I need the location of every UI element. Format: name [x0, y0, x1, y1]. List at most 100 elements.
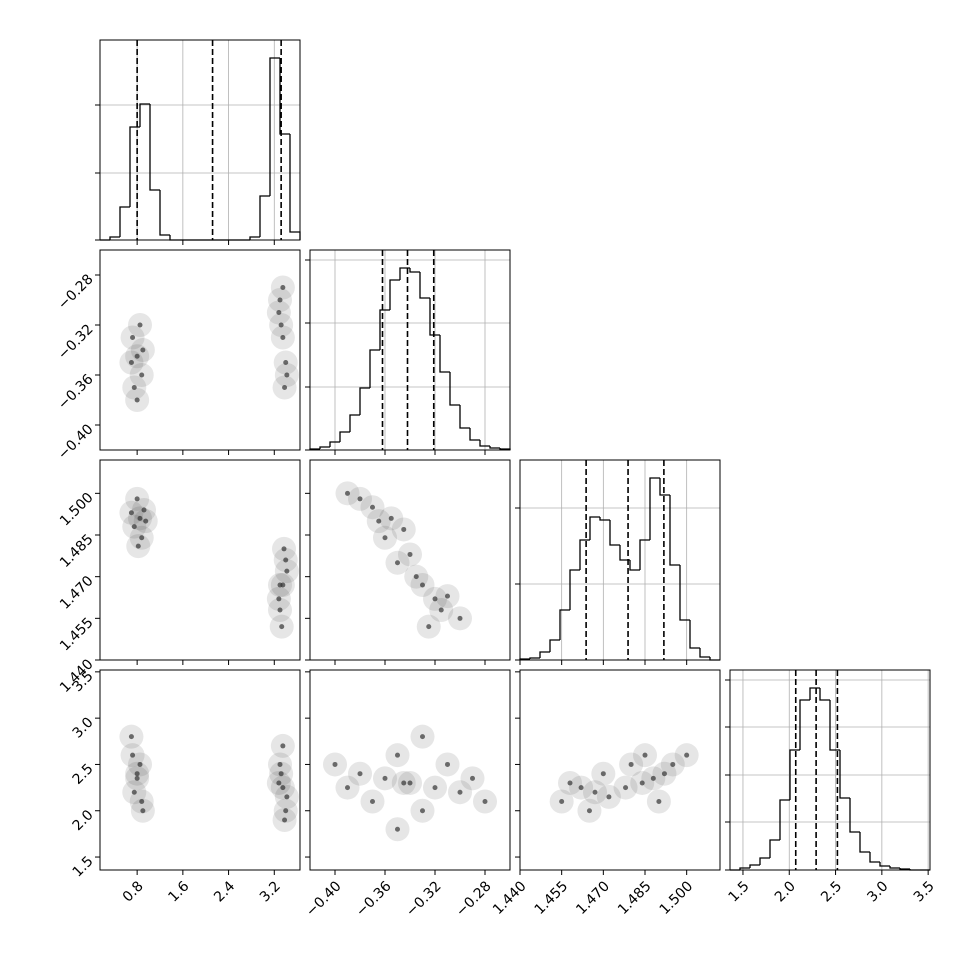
histogram-step [899, 868, 910, 870]
scatter-point [642, 752, 648, 758]
histogram-step [359, 387, 370, 415]
x-tick-label: 3.5 [911, 878, 938, 905]
scatter-point [445, 761, 450, 767]
scatter-point [135, 543, 141, 549]
y-tick-label: −0.32 [55, 321, 97, 363]
scatter-point [278, 322, 284, 328]
scatter-point [684, 752, 690, 758]
histogram-step [769, 839, 780, 858]
scatter-point [382, 535, 388, 541]
histogram-step [619, 545, 630, 561]
panel-background [100, 250, 300, 450]
scatter-point [131, 789, 137, 795]
histogram-step [869, 852, 880, 863]
scatter-point [438, 607, 444, 613]
scatter-point [370, 504, 375, 510]
scatter-point [413, 574, 419, 580]
x-tick-label: −0.36 [353, 878, 395, 920]
histogram-step [879, 862, 890, 867]
panel-frame [99, 39, 301, 241]
histogram-step [139, 103, 150, 127]
histogram-step [399, 267, 410, 280]
scatter-point [395, 752, 400, 758]
scatter-point [670, 761, 676, 767]
scatter-point [656, 798, 662, 804]
panel-frame [309, 249, 511, 451]
histogram-step [449, 372, 460, 406]
histogram-step [849, 798, 860, 833]
panel-background [310, 460, 510, 660]
histogram-step [569, 569, 580, 610]
histogram-step [789, 749, 800, 800]
histogram-step [629, 560, 640, 571]
scatter-point [278, 771, 284, 777]
histogram-step [749, 864, 760, 868]
panel-background [520, 670, 720, 870]
y-tick-label: −0.28 [55, 271, 97, 313]
histogram-step [489, 446, 500, 449]
panel-background [310, 670, 510, 870]
histogram-step [119, 206, 130, 237]
histogram-step [389, 279, 400, 310]
x-tick-label: 1.485 [615, 878, 655, 918]
histogram-step [249, 236, 260, 240]
scatter-point [628, 761, 634, 767]
scatter-point [432, 785, 438, 791]
scatter-point [426, 624, 432, 630]
scatter-point [639, 780, 645, 786]
histogram-step [259, 195, 270, 237]
x-tick-label: −0.32 [403, 878, 445, 920]
scatter-point [283, 808, 289, 814]
scatter-point [661, 771, 667, 777]
scatter-point [376, 518, 382, 524]
x-tick-label: 2.5 [818, 878, 845, 905]
panel-background [100, 460, 300, 660]
scatter-point [283, 557, 289, 563]
scatter-point [592, 789, 598, 795]
histogram-step [339, 431, 350, 442]
x-tick-label: 3.0 [864, 878, 891, 905]
x-tick-label: 2.4 [211, 878, 238, 905]
scatter-point [445, 593, 450, 599]
scatter-point [332, 761, 338, 767]
scatter-point [283, 360, 289, 365]
histogram-step [759, 857, 770, 865]
histogram-step [599, 517, 610, 521]
scatter-point [420, 734, 425, 740]
histogram-step [469, 428, 480, 441]
y-tick-label: −0.36 [55, 371, 97, 413]
scatter-point [432, 596, 438, 602]
panel-frame [519, 459, 721, 661]
scatter-point [139, 798, 145, 804]
histogram-step [159, 190, 170, 236]
scatter-point [139, 535, 145, 541]
scatter-point [382, 775, 388, 781]
scatter-point [131, 385, 137, 390]
scatter-point [137, 322, 143, 328]
x-tick-label: −0.40 [303, 878, 345, 920]
histogram-step [579, 539, 590, 570]
x-tick-label: 3.2 [257, 878, 284, 905]
histogram-step [549, 639, 560, 652]
scatter-point [600, 771, 606, 777]
scatter-point [284, 794, 290, 800]
scatter-point [280, 743, 286, 749]
histogram-step [799, 699, 810, 750]
histogram-step [539, 651, 550, 658]
scatter-point [578, 785, 584, 791]
x-tick-label: 1.5 [726, 878, 753, 905]
scatter-point [395, 560, 400, 566]
scatter-point [128, 734, 134, 740]
panel-frame [99, 669, 301, 871]
scatter-point [420, 582, 425, 588]
y-tick-label: 1.470 [57, 573, 97, 613]
scatter-point [137, 515, 143, 521]
histogram-step [459, 405, 470, 429]
panel-frame [519, 669, 721, 871]
panel-frame [309, 669, 511, 871]
scatter-point [276, 780, 282, 786]
scatter-point [623, 785, 629, 791]
histogram-step [829, 700, 840, 751]
scatter-point [140, 347, 146, 353]
